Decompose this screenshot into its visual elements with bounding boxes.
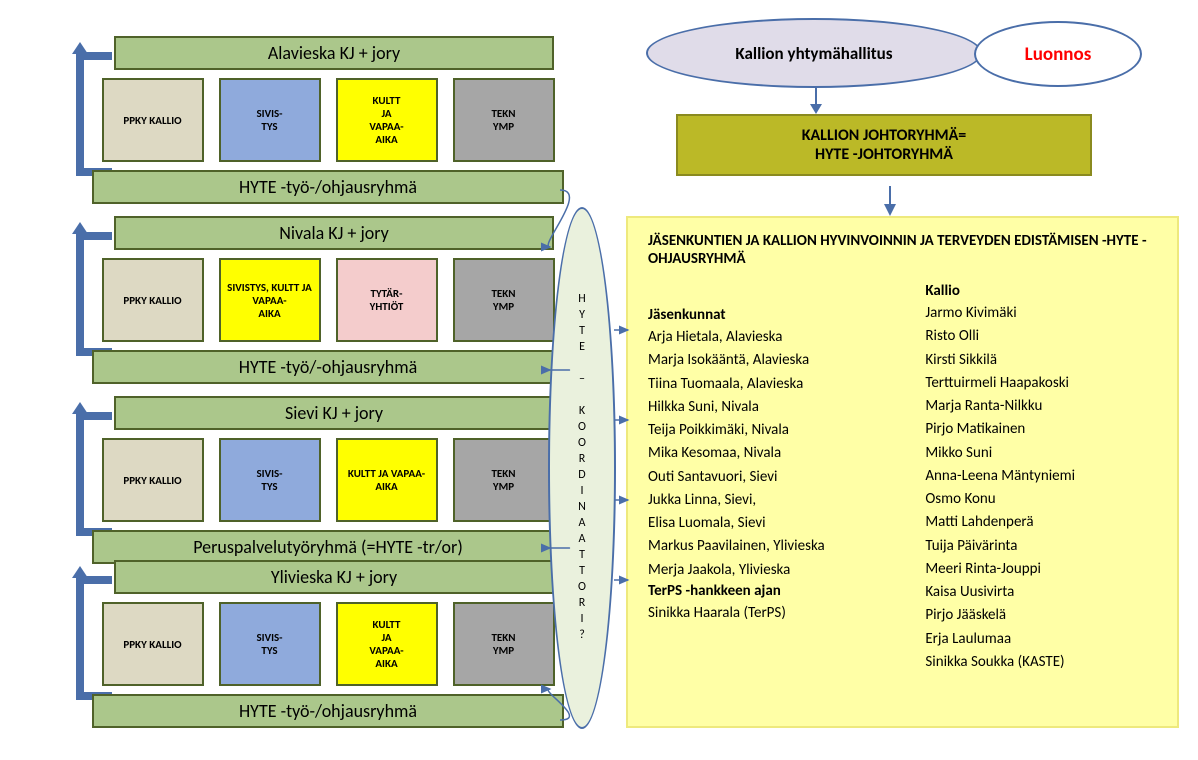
col-head: Kallio: [925, 282, 1157, 300]
muni-block-3: Ylivieska KJ + joryPPKY KALLIOSIVIS-TYSK…: [114, 560, 554, 728]
muni-dept-row: PPKY KALLIOSIVIS-TYSKULTT JA VAPAA-AIKAT…: [92, 430, 564, 530]
muni-dept-row: PPKY KALLIOSIVIS-TYSKULTTJAVAPAA-AIKATEK…: [92, 70, 564, 170]
member: Pirjo Jääskelä: [925, 604, 1157, 627]
terps-head: TerPS -hankkeen ajan: [648, 582, 899, 600]
muni-top: Sievi KJ + jory: [114, 396, 554, 430]
panel-col-left: Jäsenkunnat Arja Hietala, AlavieskaMarja …: [648, 306, 899, 674]
member: Risto Olli: [925, 325, 1157, 348]
member: Hilkka Suni, Nivala: [648, 396, 899, 419]
yellow-panel: JÄSENKUNTIEN JA KALLION HYVINVOINNIN JA …: [626, 216, 1179, 728]
koord-text: HYTE – KOORDINAATTORI?: [575, 292, 589, 644]
member: Anna-Leena Mäntyniemi: [925, 465, 1157, 488]
ellipse-luonnos: Luonnos: [974, 21, 1142, 87]
olive-box: KALLION JOHTORYHMÄ=HYTE -JOHTORYHMÄ: [676, 114, 1092, 176]
muni-bot: HYTE -työ-/ohjausryhmä: [92, 694, 564, 728]
col-head: Jäsenkunnat: [648, 306, 899, 324]
ellipse-kallion-yhtymahallitus: Kallion yhtymähallitus: [646, 18, 982, 88]
muni-top: Ylivieska KJ + jory: [114, 560, 554, 594]
member: Erja Laulumaa: [925, 628, 1157, 651]
arrow-down-icon: [882, 186, 898, 216]
dept-box: KULTTJAVAPAA-AIKA: [336, 78, 438, 162]
dept-box: PPKY KALLIO: [102, 258, 204, 342]
muni-dept-row: PPKY KALLIOSIVISTYS, KULTT JA VAPAA-AIKA…: [92, 250, 564, 350]
dept-box: SIVIS-TYS: [219, 602, 321, 686]
member: Sinikka Haarala (TerPS): [648, 602, 899, 625]
member: Jukka Linna, Sievi,: [648, 489, 899, 512]
muni-top: Nivala KJ + jory: [114, 216, 554, 250]
member: Sinikka Soukka (KASTE): [925, 651, 1157, 674]
member: Tiina Tuomaala, Alavieska: [648, 373, 899, 396]
member: Matti Lahdenperä: [925, 511, 1157, 534]
member: Kaisa Uusivirta: [925, 581, 1157, 604]
muni-block-2: Sievi KJ + joryPPKY KALLIOSIVIS-TYSKULTT…: [114, 396, 554, 564]
dept-box: PPKY KALLIO: [102, 602, 204, 686]
member: Pirjo Matikainen: [925, 418, 1157, 441]
member: Merja Jaakola, Ylivieska: [648, 559, 899, 582]
member: Jarmo Kivimäki: [925, 302, 1157, 325]
dept-box: TEKNYMP: [453, 438, 555, 522]
koord-oval: HYTE – KOORDINAATTORI?: [548, 207, 616, 729]
dept-box: PPKY KALLIO: [102, 78, 204, 162]
dept-box: SIVIS-TYS: [219, 438, 321, 522]
muni-block-0: Alavieska KJ + joryPPKY KALLIOSIVIS-TYSK…: [114, 36, 554, 204]
member: Marja Ranta-Nilkku: [925, 395, 1157, 418]
member: Terttuirmeli Haapakoski: [925, 372, 1157, 395]
member: Mika Kesomaa, Nivala: [648, 442, 899, 465]
member: Kirsti Sikkilä: [925, 349, 1157, 372]
muni-top: Alavieska KJ + jory: [114, 36, 554, 70]
muni-bot: HYTE -työ-/ohjausryhmä: [92, 170, 564, 204]
dept-box: TEKNYMP: [453, 258, 555, 342]
panel-columns: JäsenkunnatArja Hietala, AlavieskaMarja …: [648, 282, 1157, 674]
dept-box: KULTTJAVAPAA-AIKA: [336, 602, 438, 686]
dept-box: SIVIS-TYS: [219, 78, 321, 162]
dept-box: PPKY KALLIO: [102, 438, 204, 522]
muni-bot: HYTE -työ/-ohjausryhmä: [92, 350, 564, 384]
member: Markus Paavilainen, Ylivieska: [648, 535, 899, 558]
member: Osmo Konu: [925, 488, 1157, 511]
member: Marja Isokääntä, Alavieska: [648, 349, 899, 372]
dept-box: SIVISTYS, KULTT JA VAPAA-AIKA: [219, 258, 321, 342]
member: Outi Santavuori, Sievi: [648, 466, 899, 489]
member: Tuija Päivärinta: [925, 535, 1157, 558]
member: Mikko Suni: [925, 442, 1157, 465]
arrow-down-icon: [808, 88, 824, 114]
muni-block-1: Nivala KJ + joryPPKY KALLIOSIVISTYS, KUL…: [114, 216, 554, 384]
member: Arja Hietala, Alavieska: [648, 326, 899, 349]
dept-box: TEKNYMP: [453, 602, 555, 686]
member: Elisa Luomala, Sievi: [648, 512, 899, 535]
member: Meeri Rinta-Jouppi: [925, 558, 1157, 581]
dept-box: TEKNYMP: [453, 78, 555, 162]
muni-dept-row: PPKY KALLIOSIVIS-TYSKULTTJAVAPAA-AIKATEK…: [92, 594, 564, 694]
dept-box: TYTÄR-YHTIÖT: [336, 258, 438, 342]
panel-col-right: Kallio Jarmo KivimäkiRisto OlliKirsti Sik…: [925, 282, 1157, 674]
muni-bot: Peruspalvelutyöryhmä (=HYTE -tr/or): [92, 530, 564, 564]
panel-title: JÄSENKUNTIEN JA KALLION HYVINVOINNIN JA …: [648, 232, 1157, 268]
member: Teija Poikkimäki, Nivala: [648, 419, 899, 442]
dept-box: KULTT JA VAPAA-AIKA: [336, 438, 438, 522]
